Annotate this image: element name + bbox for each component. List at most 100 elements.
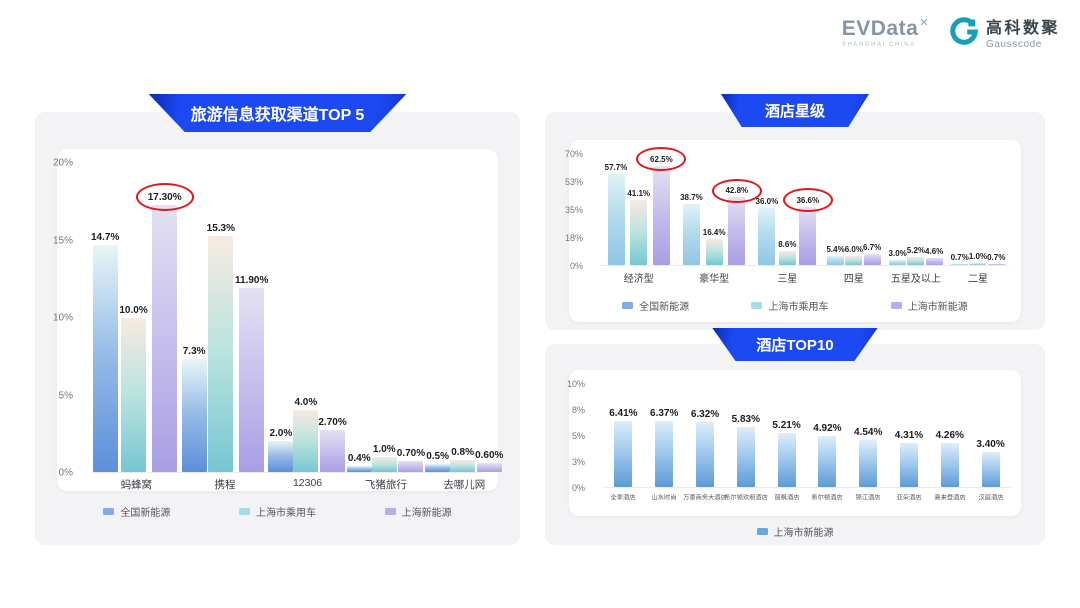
bar-group: 2.0% 4.0% 2.70% 12306 — [268, 163, 347, 489]
legend-item: 上海市乘用车 — [751, 298, 828, 313]
bar-value-label: 15.3% — [206, 222, 235, 234]
bar-value-label: 38.7% — [680, 192, 703, 202]
hotel-star-legend: 全国新能源 上海市乘用车 上海市新能源 — [591, 298, 999, 313]
evdata-x-icon: ✕ — [919, 17, 929, 29]
category-label: 去哪儿网 — [443, 479, 486, 491]
bar — [777, 433, 796, 487]
gausscode-g-icon — [950, 17, 978, 45]
bar-value-label: 57.7% — [604, 162, 628, 172]
travel-channels-title-banner: 旅游信息获取渠道TOP 5 — [148, 94, 407, 132]
bar-value-label: 1.0% — [372, 443, 396, 455]
bar-value-label: 6.7% — [862, 243, 882, 253]
bar-column: 57.7% — [604, 154, 628, 265]
bar-value-label: 0.70% — [396, 448, 426, 460]
bar-value-label: 4.0% — [294, 397, 318, 409]
bar-column: 4.31% — [895, 384, 923, 487]
y-axis-tick-label: 0% — [571, 483, 585, 493]
hotel-top10-legend: 上海市新能源 — [545, 524, 1045, 539]
bar-value-label: 5.83% — [731, 413, 760, 425]
bar-group: 0.5% 0.8% 0.60% 去哪儿网 — [425, 163, 503, 491]
y-axis-tick-label: 53% — [564, 177, 583, 187]
bar — [695, 421, 714, 487]
legend-swatch — [622, 302, 634, 309]
hotel-star-title-banner: 酒店星级 — [720, 94, 870, 127]
bar-group: 5.83% 希尔顿欢朋酒店 — [724, 384, 768, 501]
bar — [969, 263, 987, 265]
bar-column: 14.7% — [91, 163, 119, 472]
bar-column: 0.7% — [987, 154, 1005, 265]
bar — [152, 204, 178, 472]
category-label: 豪华型 — [699, 274, 730, 285]
bar-value-label: 1.0% — [968, 252, 988, 262]
bar — [799, 206, 817, 265]
bar — [607, 173, 625, 265]
evdata-logo: EVData✕ SHANGHAI CHINA — [842, 16, 929, 48]
bar-group: 6.41% 全季酒店 — [609, 384, 638, 501]
bar — [630, 199, 648, 265]
bar-column: 4.26% — [936, 384, 964, 487]
bar-column: 6.41% — [609, 384, 638, 487]
hotel-star-plot-wrap: 70% 53% 35% 18% 0% 57.7% 41.1% 62.5% 经济型 38.7% 16… — [565, 147, 1009, 285]
bar-value-label: 36.0% — [755, 196, 779, 206]
plot-area: 14.7% 10.0% 17.30% 蚂蜂窝 7.3% 15.3% 11.90% 携程 2.0%… — [91, 163, 503, 491]
bar-group: 4.31% 亚朵酒店 — [895, 384, 923, 501]
bar-value-label: 17.30% — [135, 183, 194, 212]
bar-group: 3.0% 5.2% 4.6% 五星及以上 — [889, 154, 944, 285]
y-axis-tick-label: 0% — [58, 467, 73, 479]
hotel-star-panel: 酒店星级 70% 53% 35% 18% 0% 57.7% 41.1% 62.5% 经济型 38… — [545, 94, 1045, 330]
bar-column: 15.3% — [207, 163, 235, 472]
category-label: 希尔顿欢朋酒店 — [723, 493, 768, 502]
bar-column: 0.8% — [450, 163, 476, 472]
bar-column: 38.7% — [680, 154, 703, 265]
bar — [450, 459, 476, 472]
evdata-logo-text: EVData✕ — [841, 17, 929, 40]
bar-value-label: 36.6% — [782, 188, 833, 213]
bar-column: 6.7% — [863, 154, 881, 265]
bar — [818, 436, 837, 487]
bar-value-label: 0.8% — [451, 446, 474, 458]
bar-group: 0.4% 1.0% 0.70% 飞猪旅行 — [346, 163, 426, 491]
legend-label: 上海新能源 — [401, 508, 452, 519]
bar — [92, 244, 118, 472]
legend-label: 上海市新能源 — [907, 302, 968, 313]
bar-column: 16.4% — [703, 154, 725, 265]
bar-value-label: 6.0% — [844, 244, 863, 254]
bar-group: 3.40% 汉庭酒店 — [976, 384, 1004, 501]
bar — [320, 430, 346, 472]
bar-group: 38.7% 16.4% 42.8% 豪华型 — [680, 154, 762, 285]
bar-value-label: 0.7% — [987, 252, 1006, 262]
bar-group: 14.7% 10.0% 17.30% 蚂蜂窝 — [91, 163, 194, 491]
bar-group: 57.7% 41.1% 62.5% 经济型 — [604, 147, 687, 285]
legend-item: 上海新能源 — [384, 504, 452, 519]
bar-column: 42.8% — [711, 154, 762, 265]
category-label: 12306 — [292, 477, 323, 489]
y-axis-tick-label: 8% — [571, 405, 585, 415]
bar-group: 6.32% 万豪商务大酒店 — [683, 384, 727, 501]
bar-value-label: 4.92% — [813, 423, 842, 435]
bar — [181, 359, 207, 472]
bar — [981, 451, 1000, 487]
bar-column: 0.7% — [951, 154, 969, 265]
bar-value-label: 6.37% — [650, 408, 679, 420]
y-axis-tick-label: 18% — [564, 233, 583, 243]
bar-column: 17.30% — [135, 163, 194, 472]
bar-column: 5.4% — [826, 154, 845, 265]
bar-value-label: 14.7% — [91, 231, 120, 243]
bar — [778, 251, 796, 265]
bar-column: 4.6% — [925, 154, 943, 265]
bar-value-label: 5.4% — [826, 245, 845, 255]
bar — [293, 410, 319, 472]
legend-swatch — [751, 302, 763, 309]
y-axis-tick-label: 70% — [564, 149, 583, 159]
legend-item: 全国新能源 — [103, 504, 170, 519]
bar-group: 4.54% 锦江酒店 — [854, 384, 883, 501]
bar — [682, 203, 700, 265]
category-label: 汉庭酒店 — [978, 493, 1004, 502]
bar — [425, 464, 451, 472]
y-axis: 70% 53% 35% 18% 0% — [551, 149, 593, 271]
bar-value-label: 5.21% — [772, 420, 801, 432]
bar — [987, 263, 1005, 265]
y-axis-tick-label: 10% — [566, 379, 585, 389]
legend-label: 全国新能源 — [120, 508, 171, 519]
bar-value-label: 4.54% — [854, 427, 883, 439]
